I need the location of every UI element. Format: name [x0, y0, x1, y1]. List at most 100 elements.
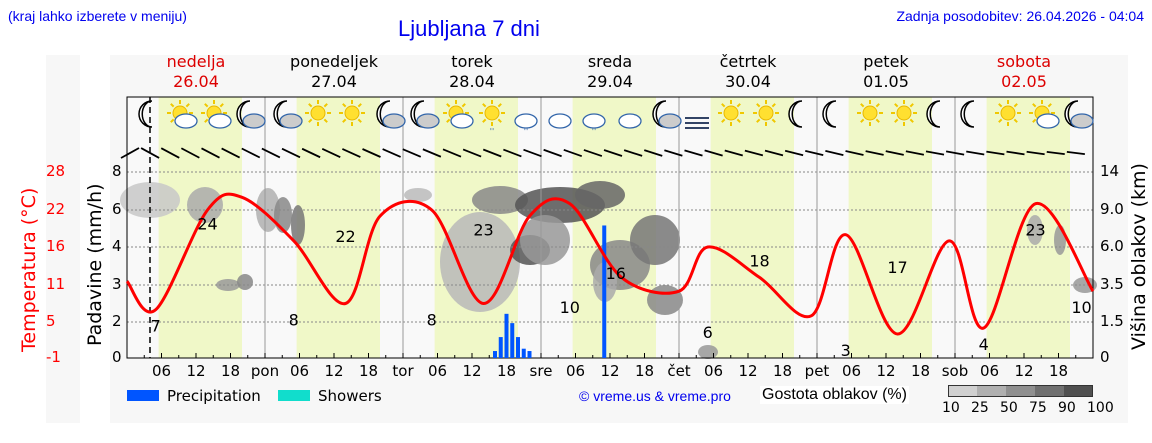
wind-barb [503, 148, 522, 158]
temperature-tick: 11 [46, 275, 66, 293]
wind-barb [643, 149, 663, 157]
wind-barb [845, 150, 864, 156]
moon-cloud-icon [376, 100, 406, 129]
wind-barb [482, 148, 502, 158]
x-hour-tick: 12 [738, 362, 758, 380]
sun-ray [342, 118, 347, 123]
cloud-icon [618, 113, 642, 129]
moon-icon [822, 100, 837, 128]
precip-bar [602, 225, 607, 358]
x-hour-tick: 12 [876, 362, 896, 380]
location-hint[interactable]: (kraj lahko izberete v meniju) [8, 8, 187, 24]
wind-barb [1046, 150, 1065, 156]
temperature-value-label: 3 [841, 341, 851, 360]
sun-cloud-icon [443, 100, 474, 129]
wind-barb [422, 148, 442, 158]
cloud-icon [279, 113, 303, 129]
cloud-density-blob [520, 215, 570, 265]
sun-ray [446, 103, 451, 108]
sun-ray [756, 103, 761, 108]
x-hour-tick: 12 [324, 362, 344, 380]
wind-barb [966, 150, 985, 156]
day-date: 30.04 [725, 72, 771, 91]
precip-tick: 8 [112, 162, 122, 180]
fog-icon [685, 117, 709, 129]
copyright-link[interactable]: © vreme.us & vreme.pro [579, 388, 731, 404]
sun-icon [758, 105, 774, 121]
sun-ray [497, 118, 502, 123]
wind-barb [180, 147, 200, 159]
x-hour-tick: 12 [1014, 362, 1034, 380]
cloud-density-swatch [1006, 385, 1035, 397]
cloud-height-tick: 6.0 [1100, 237, 1124, 255]
sun-ray [736, 103, 741, 108]
wind-barb [241, 147, 261, 159]
cloud-density-tick: 90 [1058, 400, 1076, 416]
sun-icon [753, 100, 779, 126]
day-label: sobota 02.05 [964, 52, 1084, 92]
day-label: petek 01.05 [826, 52, 946, 92]
wind-barb [945, 150, 965, 156]
wind-barb [462, 148, 482, 158]
cloud-density-blob [187, 187, 223, 223]
cloud-icon [208, 113, 232, 129]
cloud-height-tick: 9.0 [1100, 200, 1124, 218]
cloud-icon [658, 113, 682, 129]
wind-barb [986, 150, 1005, 156]
sun-ray [998, 103, 1003, 108]
cloud-icon [582, 113, 606, 129]
moon-icon [138, 100, 153, 128]
wind-barb [825, 150, 844, 156]
x-day-tick: tor [392, 362, 414, 380]
cloud-density-blob [1027, 215, 1043, 245]
wind-barb [261, 147, 281, 159]
sun-ray [1047, 103, 1052, 108]
cloud-rain-icon: '' [582, 113, 606, 136]
sun-ray [875, 103, 880, 108]
wind-barb [382, 148, 401, 158]
wind-barb [865, 150, 884, 156]
wind-barb [120, 147, 140, 159]
x-day-tick: pet [804, 362, 830, 380]
wind-barb [362, 148, 381, 158]
wind-barb [321, 148, 341, 158]
cloud-density-blob [237, 274, 253, 290]
day-date: 02.05 [1001, 72, 1047, 91]
temperature-value-label: 23 [1025, 221, 1045, 240]
sun-ray [357, 118, 362, 123]
day-date: 29.04 [587, 72, 633, 91]
wind-barb [805, 149, 824, 157]
precip-bar [521, 348, 526, 358]
cloud-density-blob [575, 181, 625, 209]
rain-icon: '' [524, 127, 528, 136]
precipitation-legend-label: Precipitation [167, 387, 261, 405]
cloud-icon [1070, 113, 1094, 129]
x-hour-tick: 06 [841, 362, 862, 380]
sun-ray [446, 118, 451, 123]
cloud-icon [174, 113, 198, 129]
sun-ray [894, 118, 899, 123]
moon-cloud-icon [652, 100, 682, 129]
x-hour-tick: 18 [1048, 362, 1069, 380]
moon-icon [138, 100, 153, 128]
x-day-tick: sre [529, 362, 553, 380]
moon-icon [960, 100, 975, 128]
wind-barb [342, 148, 361, 158]
wind-barb [1006, 150, 1025, 156]
cloud-density-blob [404, 188, 432, 202]
wind-barb [704, 149, 723, 157]
sun-ray [219, 103, 224, 108]
cloud-density-blob [698, 345, 718, 359]
sun-ray [860, 118, 865, 123]
temperature-tick: 5 [46, 312, 56, 330]
day-label: sreda 29.04 [550, 52, 670, 92]
sun-ray [342, 103, 347, 108]
sun-cloud-icon [1029, 100, 1060, 129]
day-label: ponedeljek 27.04 [274, 52, 394, 92]
sun-ray [875, 118, 880, 123]
day-date: 27.04 [311, 72, 357, 91]
sun-ray [323, 103, 328, 108]
left-axis-panel [46, 55, 80, 423]
sun-ray [497, 103, 502, 108]
